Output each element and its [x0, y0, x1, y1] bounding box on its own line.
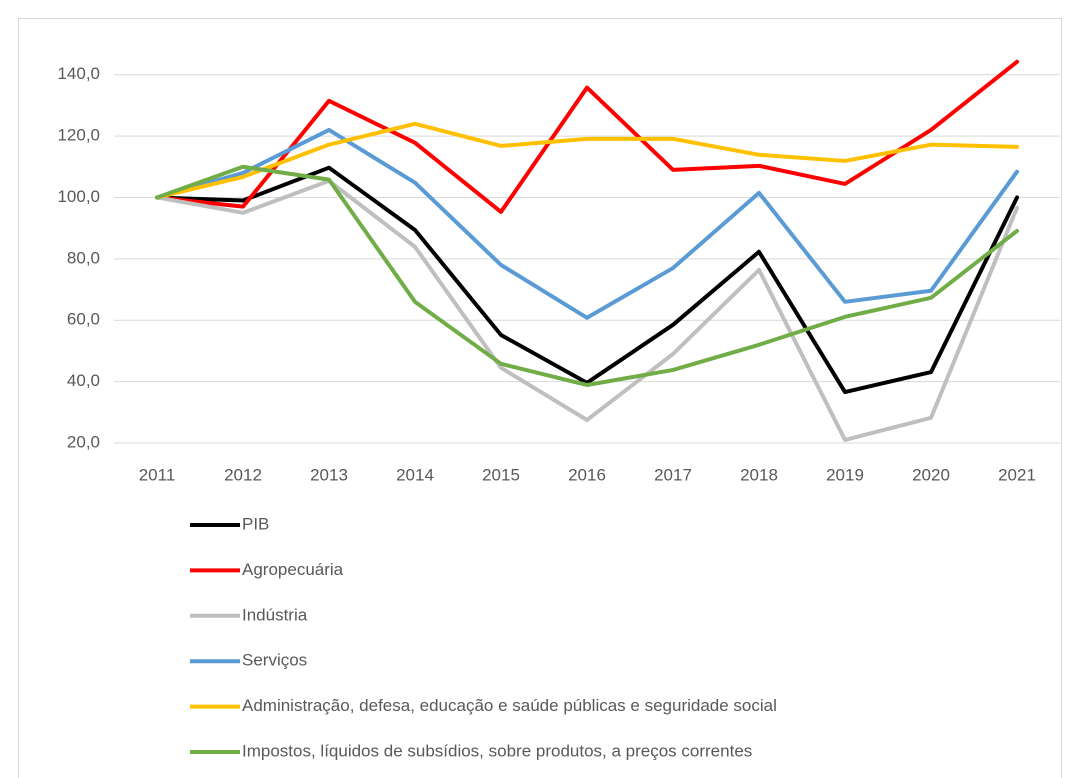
x-tick-label: 2013 — [310, 465, 348, 484]
series-line — [155, 127, 1019, 320]
series-line — [155, 165, 1019, 395]
legend-label: Serviços — [242, 651, 307, 670]
x-tick-label: 2012 — [224, 465, 262, 484]
x-tick-label: 2011 — [139, 465, 176, 484]
series-line — [155, 59, 1019, 214]
chart-frame — [18, 18, 1062, 778]
y-tick-label: 120,0 — [57, 126, 100, 145]
y-tick-label: 20,0 — [67, 432, 100, 451]
y-tick-label: 80,0 — [67, 248, 100, 267]
x-tick-label: 2019 — [826, 465, 864, 484]
y-tick-label: 60,0 — [67, 310, 100, 329]
series-line — [155, 178, 1019, 442]
x-tick-label: 2014 — [396, 465, 434, 484]
legend-label: Impostos, líquidos de subsídios, sobre p… — [242, 741, 752, 760]
x-tick-label: 2020 — [912, 465, 950, 484]
y-tick-label: 140,0 — [57, 64, 100, 83]
series-line — [155, 164, 1019, 387]
x-tick-label: 2015 — [482, 465, 520, 484]
x-tick-label: 2021 — [998, 465, 1036, 484]
legend-label: Agropecuária — [242, 560, 344, 579]
y-tick-label: 100,0 — [57, 187, 100, 206]
x-tick-label: 2016 — [568, 465, 606, 484]
legend-label: PIB — [242, 514, 269, 533]
x-tick-label: 2017 — [654, 465, 692, 484]
y-tick-label: 40,0 — [67, 371, 100, 390]
legend-label: Administração, defesa, educação e saúde … — [242, 696, 777, 715]
legend-label: Indústria — [242, 605, 308, 624]
series-line — [155, 121, 1019, 200]
x-tick-label: 2018 — [740, 465, 778, 484]
